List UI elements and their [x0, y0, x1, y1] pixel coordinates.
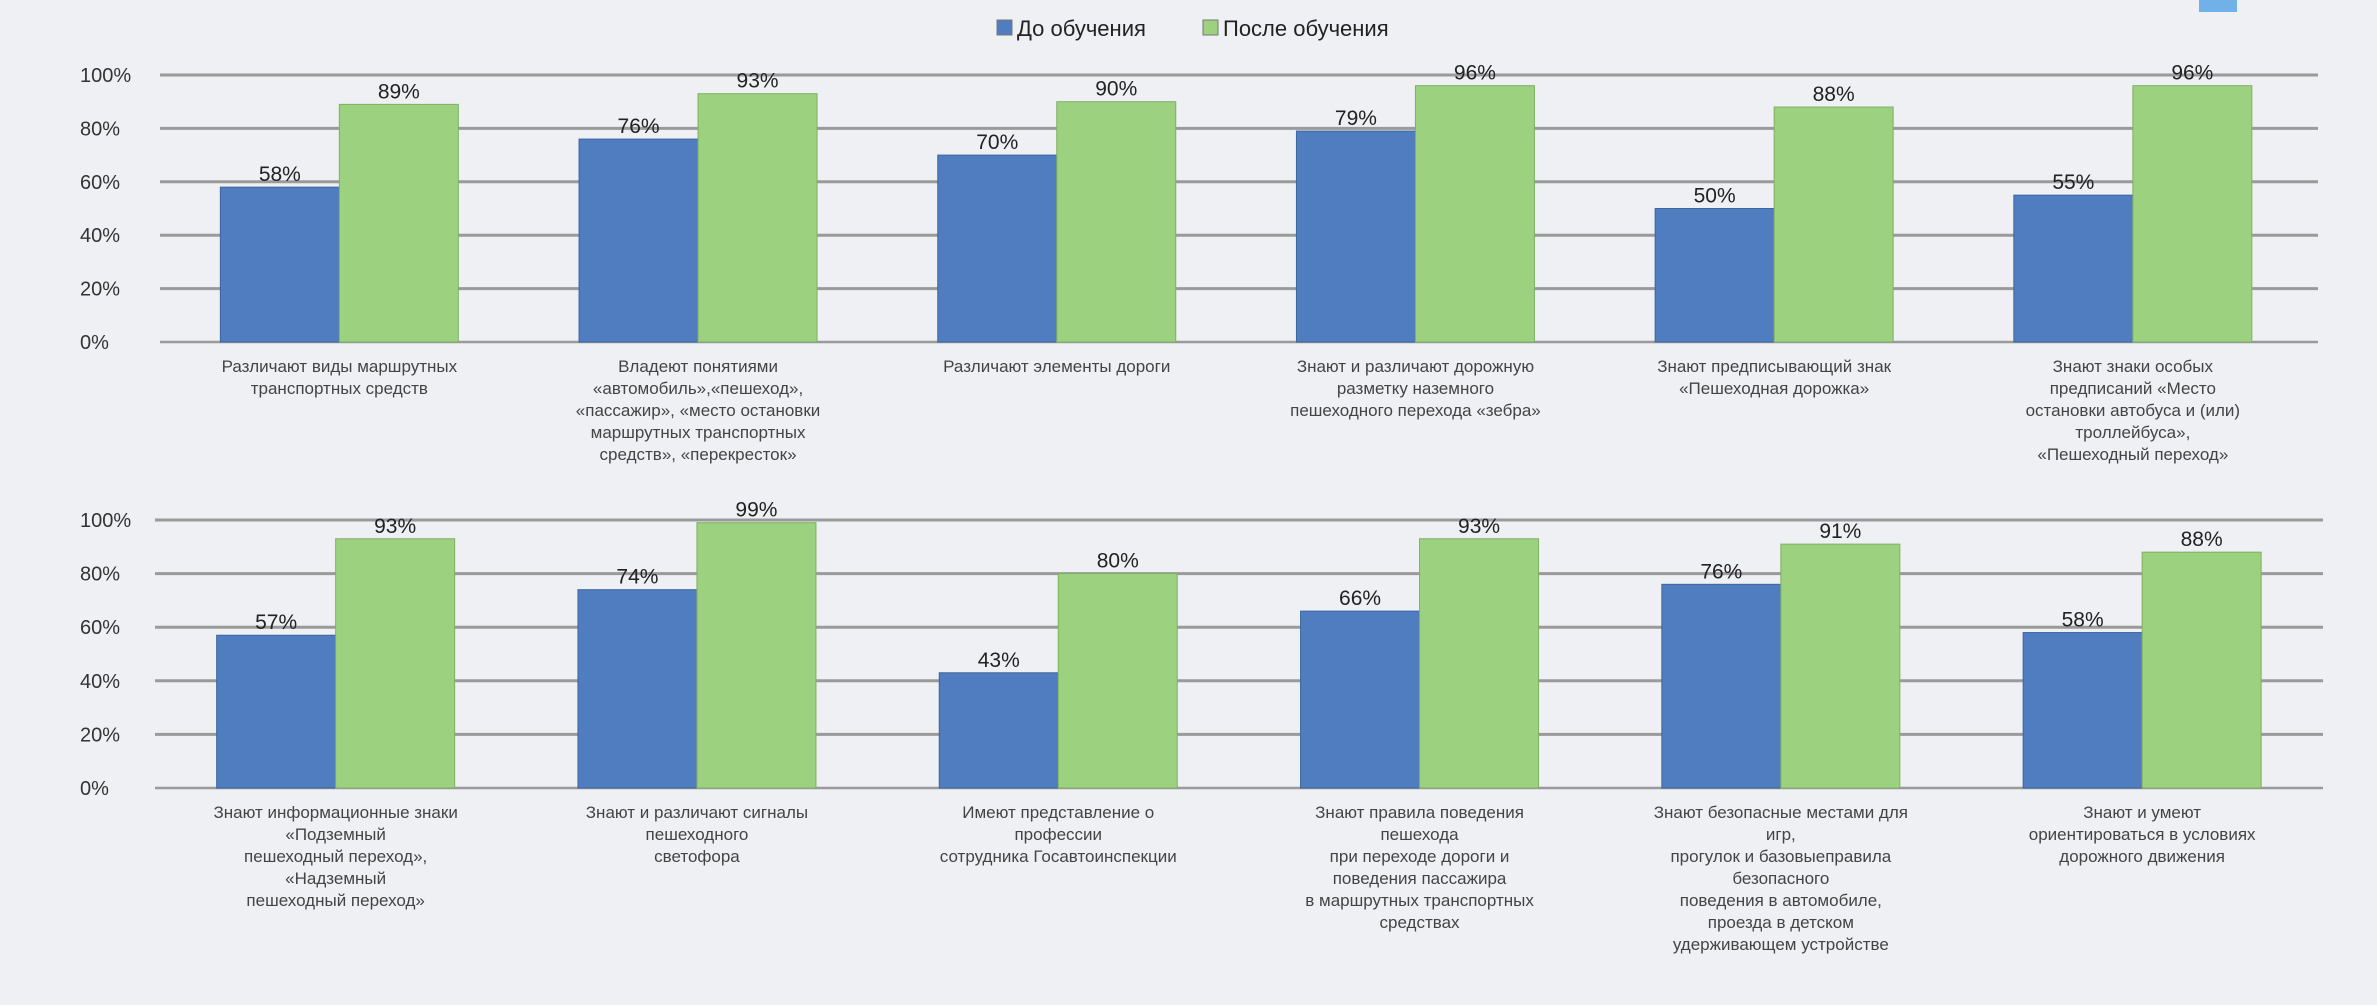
bar-after — [696, 522, 817, 789]
y-tick-label: 20% — [80, 724, 120, 746]
data-label: 58% — [2062, 609, 2104, 632]
legend-label-before: До обучения — [1017, 16, 1146, 41]
data-label: 88% — [1813, 83, 1855, 106]
y-tick-label: 100% — [80, 510, 131, 532]
y-tick-label: 0% — [80, 778, 109, 800]
data-label: 58% — [259, 163, 301, 186]
corner-badge — [2199, 0, 2237, 12]
bar-before — [1295, 130, 1416, 343]
category-label: Знают безопасные местами для игр, прогулок… — [1654, 803, 1908, 954]
y-tick-label: 60% — [80, 172, 120, 194]
y-tick-label: 20% — [80, 279, 120, 301]
bar-after — [1773, 106, 1894, 343]
bar-before — [216, 634, 337, 789]
data-label: 96% — [2171, 62, 2213, 85]
data-label: 93% — [737, 70, 779, 93]
y-tick-label: 40% — [80, 671, 120, 693]
category-label: Знают правила поведения пешехода при перех… — [1305, 803, 1534, 932]
category-label: Знают информационные знаки «Подземный пеше… — [213, 803, 457, 910]
data-label: 80% — [1097, 550, 1139, 573]
data-label: 74% — [616, 566, 658, 589]
bar-after — [335, 538, 456, 789]
category-label: Знают и различают дорожную разметку назем… — [1290, 357, 1541, 420]
legend-swatch-before — [996, 19, 1013, 36]
category-label: Знают и умеют ориентироваться в условиях д… — [2029, 803, 2256, 866]
y-tick-label: 40% — [80, 225, 120, 247]
category-label: Владеют понятиями «автомобиль»,«пешеход»,… — [576, 357, 820, 464]
y-tick-label: 0% — [80, 332, 109, 354]
category-label: Знают и различают сигналы пешеходного свет… — [586, 803, 808, 866]
bottom-bar-chart: 0% 20% 40% 60% 80% 100% 57% 93% Знают информацио… — [80, 499, 2323, 954]
data-label: 70% — [976, 131, 1018, 154]
y-tick-label: 80% — [80, 564, 120, 586]
data-label: 43% — [978, 649, 1020, 672]
bar-before — [1654, 208, 1775, 343]
bar-after — [338, 103, 459, 343]
data-label: 66% — [1339, 587, 1381, 610]
bar-before — [219, 186, 340, 343]
bar-before — [938, 672, 1059, 789]
legend-label-after: После обучения — [1223, 16, 1389, 41]
data-label: 88% — [2181, 528, 2223, 551]
bar-after — [2141, 551, 2262, 789]
data-label: 90% — [1095, 78, 1137, 101]
bar-before — [1300, 610, 1421, 789]
chart-legend: До обучения После обучения — [996, 16, 1389, 41]
bar-before — [1661, 583, 1782, 789]
bar-after — [1780, 543, 1901, 789]
data-label: 76% — [1700, 560, 1742, 583]
data-label: 93% — [1458, 515, 1500, 538]
data-label: 76% — [618, 115, 660, 138]
category-label: Имеют представление о профессии сотрудника… — [940, 803, 1177, 866]
bar-before — [578, 138, 699, 343]
y-tick-label: 100% — [80, 65, 131, 87]
category-label: Знают знаки особых предписаний «Место оста… — [2026, 357, 2241, 464]
data-label: 79% — [1335, 107, 1377, 130]
bar-after — [1057, 573, 1178, 789]
data-label: 89% — [378, 80, 420, 103]
top-bar-chart: 0% 20% 40% 60% 80% 100% 58% 89% Различают виды м… — [80, 62, 2318, 464]
y-tick-label: 80% — [80, 118, 120, 140]
category-label: Различают виды маршрутных транспортных ср… — [222, 357, 458, 398]
bar-after — [1056, 101, 1177, 343]
category-label: Знают предписывающий знак «Пешеходная дор… — [1657, 357, 1891, 398]
bar-before — [2022, 632, 2143, 789]
bar-before — [937, 154, 1058, 343]
bar-before — [577, 589, 698, 789]
data-label: 91% — [1819, 520, 1861, 543]
data-label: 55% — [2052, 171, 2094, 194]
data-label: 57% — [255, 611, 297, 634]
data-label: 50% — [1694, 185, 1736, 208]
data-label: 99% — [735, 499, 777, 522]
bar-before — [2013, 194, 2134, 343]
legend-swatch-after — [1202, 19, 1219, 36]
bar-after — [1414, 85, 1535, 343]
bar-after — [2132, 85, 2253, 343]
bar-after — [697, 93, 818, 343]
bar-after — [1419, 538, 1540, 789]
data-label: 96% — [1454, 62, 1496, 85]
y-tick-label: 60% — [80, 617, 120, 639]
category-label: Различают элементы дороги — [943, 357, 1170, 376]
data-label: 93% — [374, 515, 416, 538]
